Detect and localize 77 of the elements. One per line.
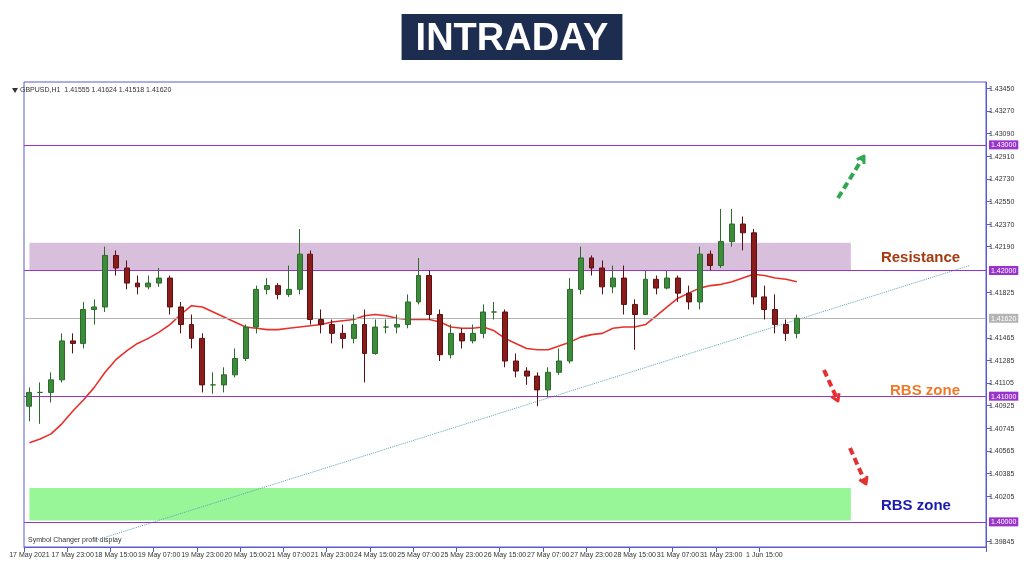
candlestick [59,332,65,383]
candlestick [534,371,540,407]
candlestick [761,285,767,321]
candlestick [351,314,357,344]
candlestick [653,275,659,295]
candlestick [491,301,497,321]
candlestick [286,264,292,298]
candlestick [70,332,76,354]
candlestick [459,327,465,349]
candlestick [426,270,432,321]
candlestick [124,259,130,290]
candlestick [297,228,303,295]
candlestick [145,275,151,290]
candlestick [80,301,86,349]
candlestick [707,249,713,272]
candlestick [135,275,140,295]
candlestick [480,303,486,339]
band-label: RBS zone [880,495,951,513]
candlestick [189,314,194,349]
candlestick [405,293,411,329]
candlestick [686,285,692,310]
candlestick [362,308,367,383]
candlestick [156,267,162,288]
candlestick [632,298,638,351]
candlestick [178,301,184,334]
candlestick [664,270,670,290]
candlestick [470,324,476,344]
candlestick [37,381,43,425]
annotation: RBS zone [890,381,961,398]
candlestick [772,293,778,334]
candlestick [221,366,227,393]
candlestick [416,257,421,305]
candlestick [372,319,378,356]
candlestick [751,228,757,305]
candlestick [643,270,648,315]
candlestick [740,215,746,251]
candlestick [232,347,238,378]
candlestick [199,332,205,393]
candlestick [589,254,594,277]
candlestick [318,308,324,334]
candlestick [729,208,735,248]
candlestick [783,319,789,342]
candlestick [567,277,573,365]
candlestick [275,282,281,300]
candlestick [167,275,173,315]
candlestick [243,324,249,362]
line-series [28,273,798,444]
candlestick [545,366,551,398]
candlestick [794,314,800,339]
candlestick [697,246,703,310]
candlestick [675,275,681,303]
chart-title: INTRADAY [415,16,609,58]
candlestick [264,277,270,295]
candlestick [91,298,97,326]
candlestick [340,324,346,349]
candlestick [102,246,108,313]
candlestick [610,264,616,294]
candlestick [48,371,54,403]
candlestick [383,319,389,334]
candlestick [599,259,605,295]
candlestick [524,366,530,386]
candlestick [113,249,119,277]
candlestick [437,308,443,362]
candlestick [26,386,32,422]
candlestick [307,249,313,326]
candlestick [210,371,216,395]
candlestick [718,208,724,269]
candlestick [502,308,508,368]
candlestick [448,324,454,359]
candlestick [329,319,335,344]
candlestick [394,314,400,334]
candlestick [621,264,627,315]
band-label: Resistance [880,248,961,266]
candlestick [578,246,584,295]
candlestick [513,352,519,378]
candlestick [556,347,562,376]
candlestick [253,285,259,334]
